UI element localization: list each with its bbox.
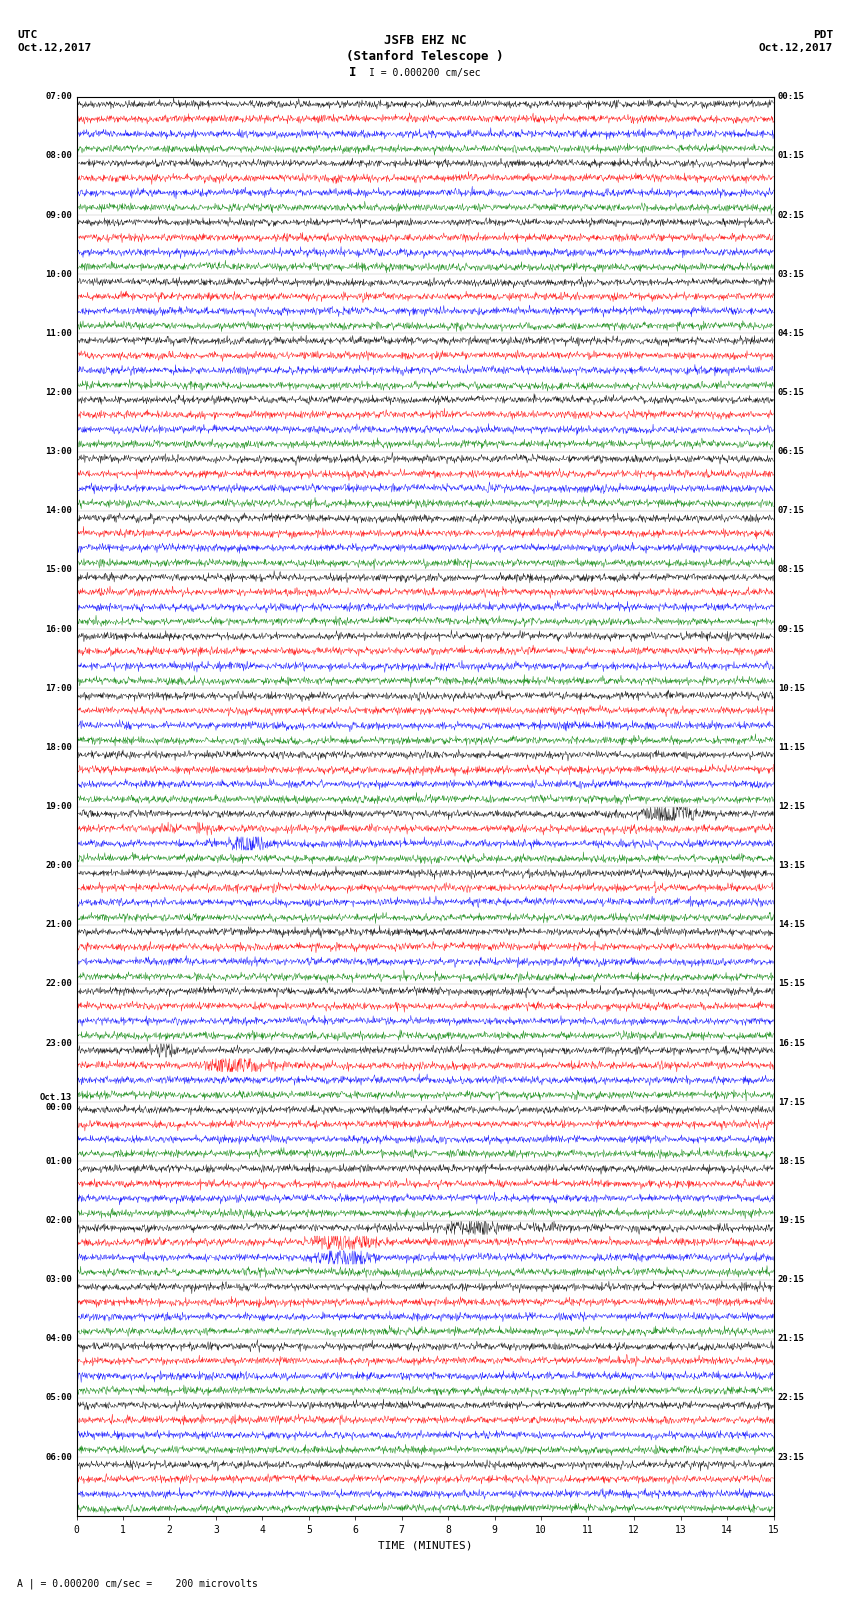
Text: 15:15: 15:15 [778,979,805,989]
Text: 20:00: 20:00 [45,861,72,869]
Text: A | = 0.000200 cm/sec =    200 microvolts: A | = 0.000200 cm/sec = 200 microvolts [17,1579,258,1589]
Text: 18:00: 18:00 [45,744,72,752]
Text: 17:00: 17:00 [45,684,72,692]
Text: UTC: UTC [17,31,37,40]
Text: Oct.13
00:00: Oct.13 00:00 [40,1092,72,1111]
Text: 14:15: 14:15 [778,921,805,929]
Text: 07:00: 07:00 [45,92,72,102]
Text: (Stanford Telescope ): (Stanford Telescope ) [346,50,504,63]
Text: 01:00: 01:00 [45,1157,72,1166]
Text: JSFB EHZ NC: JSFB EHZ NC [383,34,467,47]
Text: 14:00: 14:00 [45,506,72,515]
Text: 19:15: 19:15 [778,1216,805,1224]
Text: 13:00: 13:00 [45,447,72,456]
X-axis label: TIME (MINUTES): TIME (MINUTES) [377,1540,473,1550]
Text: Oct.12,2017: Oct.12,2017 [759,44,833,53]
Text: 08:00: 08:00 [45,152,72,160]
Text: 00:15: 00:15 [778,92,805,102]
Text: 20:15: 20:15 [778,1276,805,1284]
Text: 16:00: 16:00 [45,624,72,634]
Text: 22:15: 22:15 [778,1394,805,1402]
Text: 21:15: 21:15 [778,1334,805,1344]
Text: 06:00: 06:00 [45,1453,72,1461]
Text: 11:00: 11:00 [45,329,72,337]
Text: 02:15: 02:15 [778,211,805,219]
Text: 10:00: 10:00 [45,269,72,279]
Text: 04:15: 04:15 [778,329,805,337]
Text: 09:15: 09:15 [778,624,805,634]
Text: 13:15: 13:15 [778,861,805,869]
Text: 05:15: 05:15 [778,389,805,397]
Text: 12:00: 12:00 [45,389,72,397]
Text: 19:00: 19:00 [45,802,72,811]
Text: 09:00: 09:00 [45,211,72,219]
Text: I: I [349,66,356,79]
Text: 15:00: 15:00 [45,566,72,574]
Text: 07:15: 07:15 [778,506,805,515]
Text: 01:15: 01:15 [778,152,805,160]
Text: 23:15: 23:15 [778,1453,805,1461]
Text: 23:00: 23:00 [45,1039,72,1047]
Text: 03:00: 03:00 [45,1276,72,1284]
Text: I = 0.000200 cm/sec: I = 0.000200 cm/sec [369,68,481,77]
Text: 22:00: 22:00 [45,979,72,989]
Text: 02:00: 02:00 [45,1216,72,1224]
Text: PDT: PDT [813,31,833,40]
Text: 16:15: 16:15 [778,1039,805,1047]
Text: 21:00: 21:00 [45,921,72,929]
Text: Oct.12,2017: Oct.12,2017 [17,44,91,53]
Text: 08:15: 08:15 [778,566,805,574]
Text: 18:15: 18:15 [778,1157,805,1166]
Text: 12:15: 12:15 [778,802,805,811]
Text: 06:15: 06:15 [778,447,805,456]
Text: 03:15: 03:15 [778,269,805,279]
Text: 05:00: 05:00 [45,1394,72,1402]
Text: 17:15: 17:15 [778,1098,805,1107]
Text: 11:15: 11:15 [778,744,805,752]
Text: 10:15: 10:15 [778,684,805,692]
Text: 04:00: 04:00 [45,1334,72,1344]
